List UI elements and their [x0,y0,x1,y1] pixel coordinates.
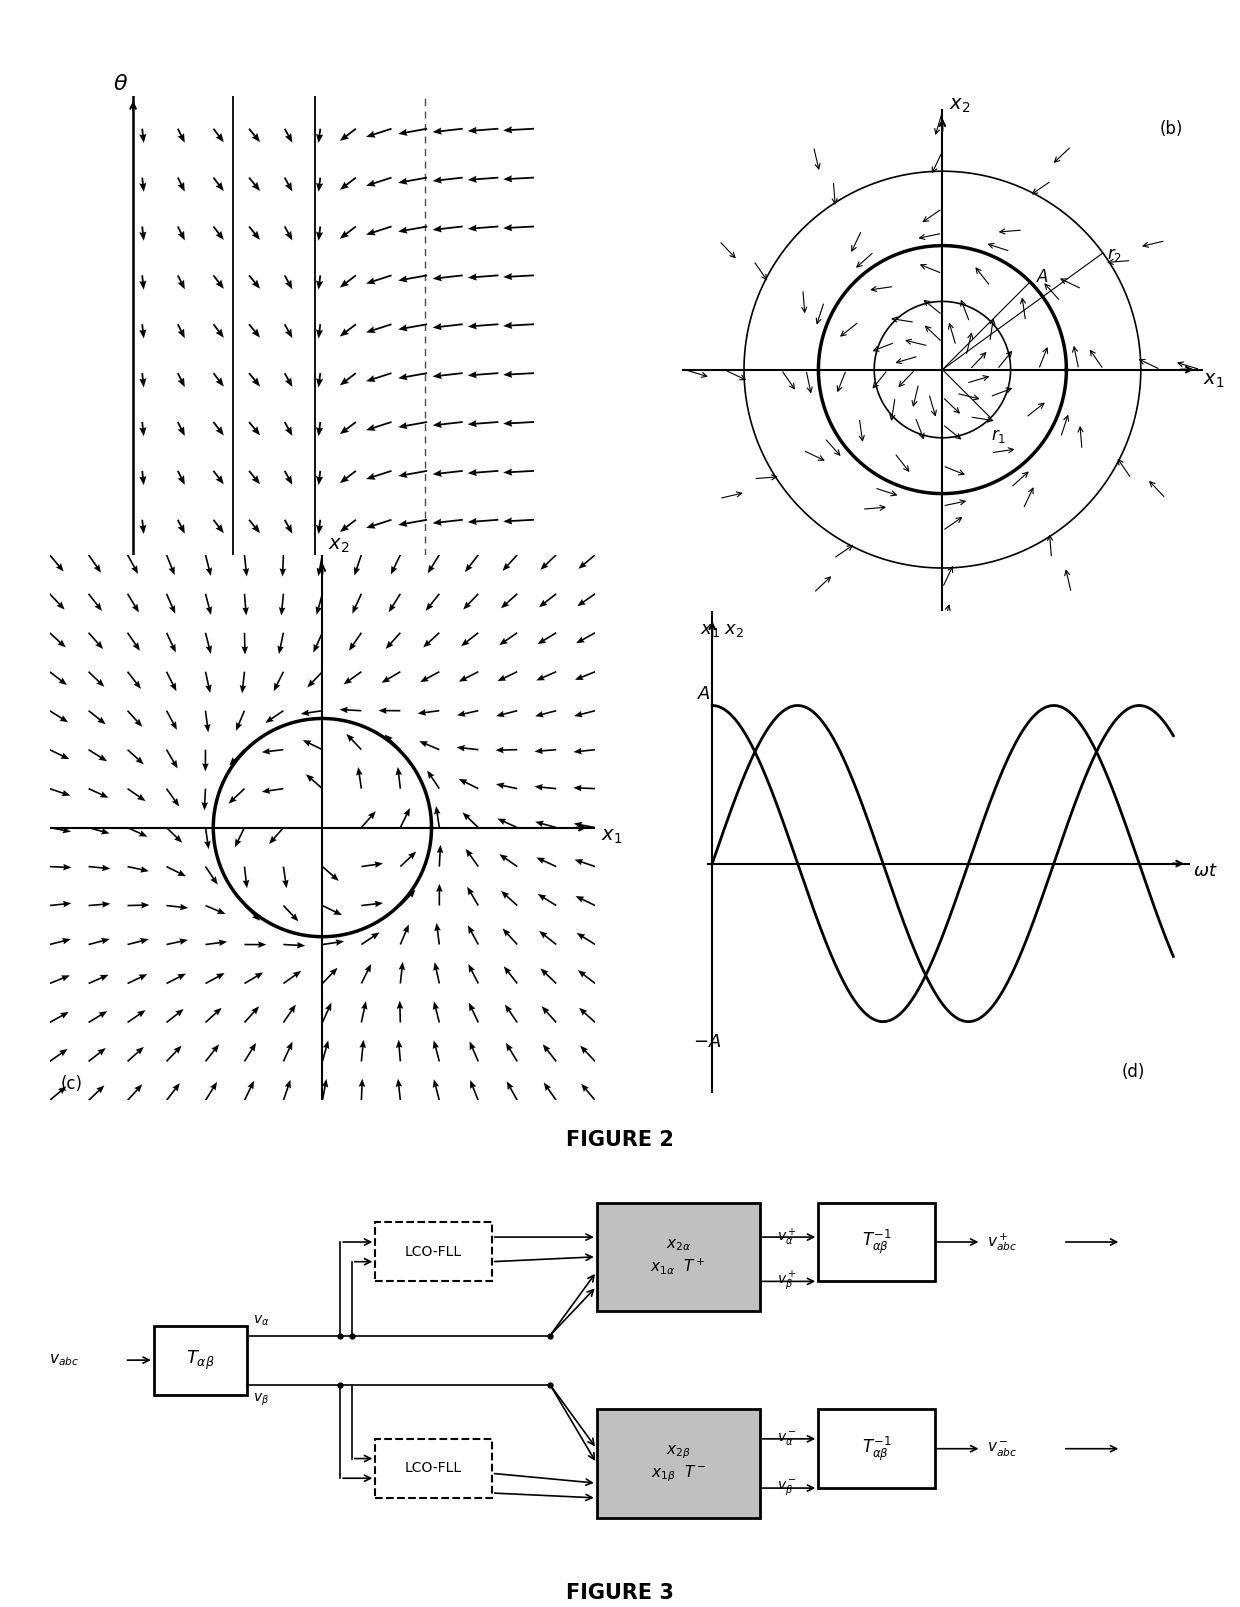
Text: (b): (b) [1159,121,1183,138]
Text: $r_2 > A$: $r_2 > A$ [392,660,439,680]
Text: $x_2$: $x_2$ [327,535,350,554]
Text: $A$: $A$ [697,685,711,704]
Text: LCO-FLL: LCO-FLL [405,1245,463,1258]
Text: $v_{abc}$: $v_{abc}$ [48,1351,79,1368]
Text: $T_{\alpha\beta}^{-1}$: $T_{\alpha\beta}^{-1}$ [862,1228,892,1257]
Text: $-A$: $-A$ [693,1033,722,1051]
Text: FIGURE 3: FIGURE 3 [567,1583,673,1602]
Text: $T_{\alpha\beta}^{-1}$: $T_{\alpha\beta}^{-1}$ [862,1435,892,1462]
Text: $T_{\alpha\beta}$: $T_{\alpha\beta}$ [186,1348,215,1372]
Text: $v_\beta$: $v_\beta$ [253,1392,269,1408]
Text: LCO-FLL: LCO-FLL [405,1461,463,1475]
Text: (d): (d) [1122,1062,1146,1082]
Text: (c): (c) [61,1075,83,1093]
Text: $v_\alpha$: $v_\alpha$ [253,1313,269,1327]
Text: $\theta$: $\theta$ [113,74,128,93]
Text: $v_\beta^+$: $v_\beta^+$ [777,1270,797,1294]
Text: $r = A$: $r = A$ [298,660,336,678]
Text: $x_2$: $x_2$ [724,622,744,640]
Text: $x_2$: $x_2$ [949,95,970,114]
Text: $r_1 < A$: $r_1 < A$ [206,660,253,680]
Text: $x_1$: $x_1$ [600,828,622,845]
Text: $r_2$: $r_2$ [1106,246,1122,264]
FancyBboxPatch shape [376,1223,492,1281]
Text: $v_\alpha^+$: $v_\alpha^+$ [777,1226,797,1247]
Text: $x_{2\beta}$
$x_{1\beta}$  $T^-$: $x_{2\beta}$ $x_{1\beta}$ $T^-$ [651,1443,706,1483]
FancyBboxPatch shape [818,1409,935,1488]
Text: $x_1$: $x_1$ [1203,371,1224,391]
Text: $v_{abc}^+$: $v_{abc}^+$ [987,1231,1017,1253]
Text: $x_1$: $x_1$ [701,622,720,640]
FancyBboxPatch shape [818,1202,935,1281]
Text: $v_{abc}^-$: $v_{abc}^-$ [987,1440,1017,1458]
Text: $r_1$: $r_1$ [991,427,1006,445]
Text: 2a: 2a [322,683,345,702]
Text: $0$: $0$ [120,643,134,662]
FancyBboxPatch shape [376,1438,492,1498]
Text: $v_\beta^-$: $v_\beta^-$ [777,1478,797,1498]
Text: $v_\alpha^-$: $v_\alpha^-$ [777,1430,797,1448]
FancyBboxPatch shape [596,1409,760,1517]
Text: $A$: $A$ [1037,268,1049,286]
Text: $x_{2\alpha}$
$x_{1\alpha}$  $T^+$: $x_{2\alpha}$ $x_{1\alpha}$ $T^+$ [651,1237,706,1276]
FancyBboxPatch shape [596,1202,760,1311]
Text: FIGURE 2: FIGURE 2 [567,1130,673,1149]
Text: $r$: $r$ [570,641,583,662]
Text: $\omega t$: $\omega t$ [1193,863,1218,881]
FancyBboxPatch shape [154,1326,247,1395]
